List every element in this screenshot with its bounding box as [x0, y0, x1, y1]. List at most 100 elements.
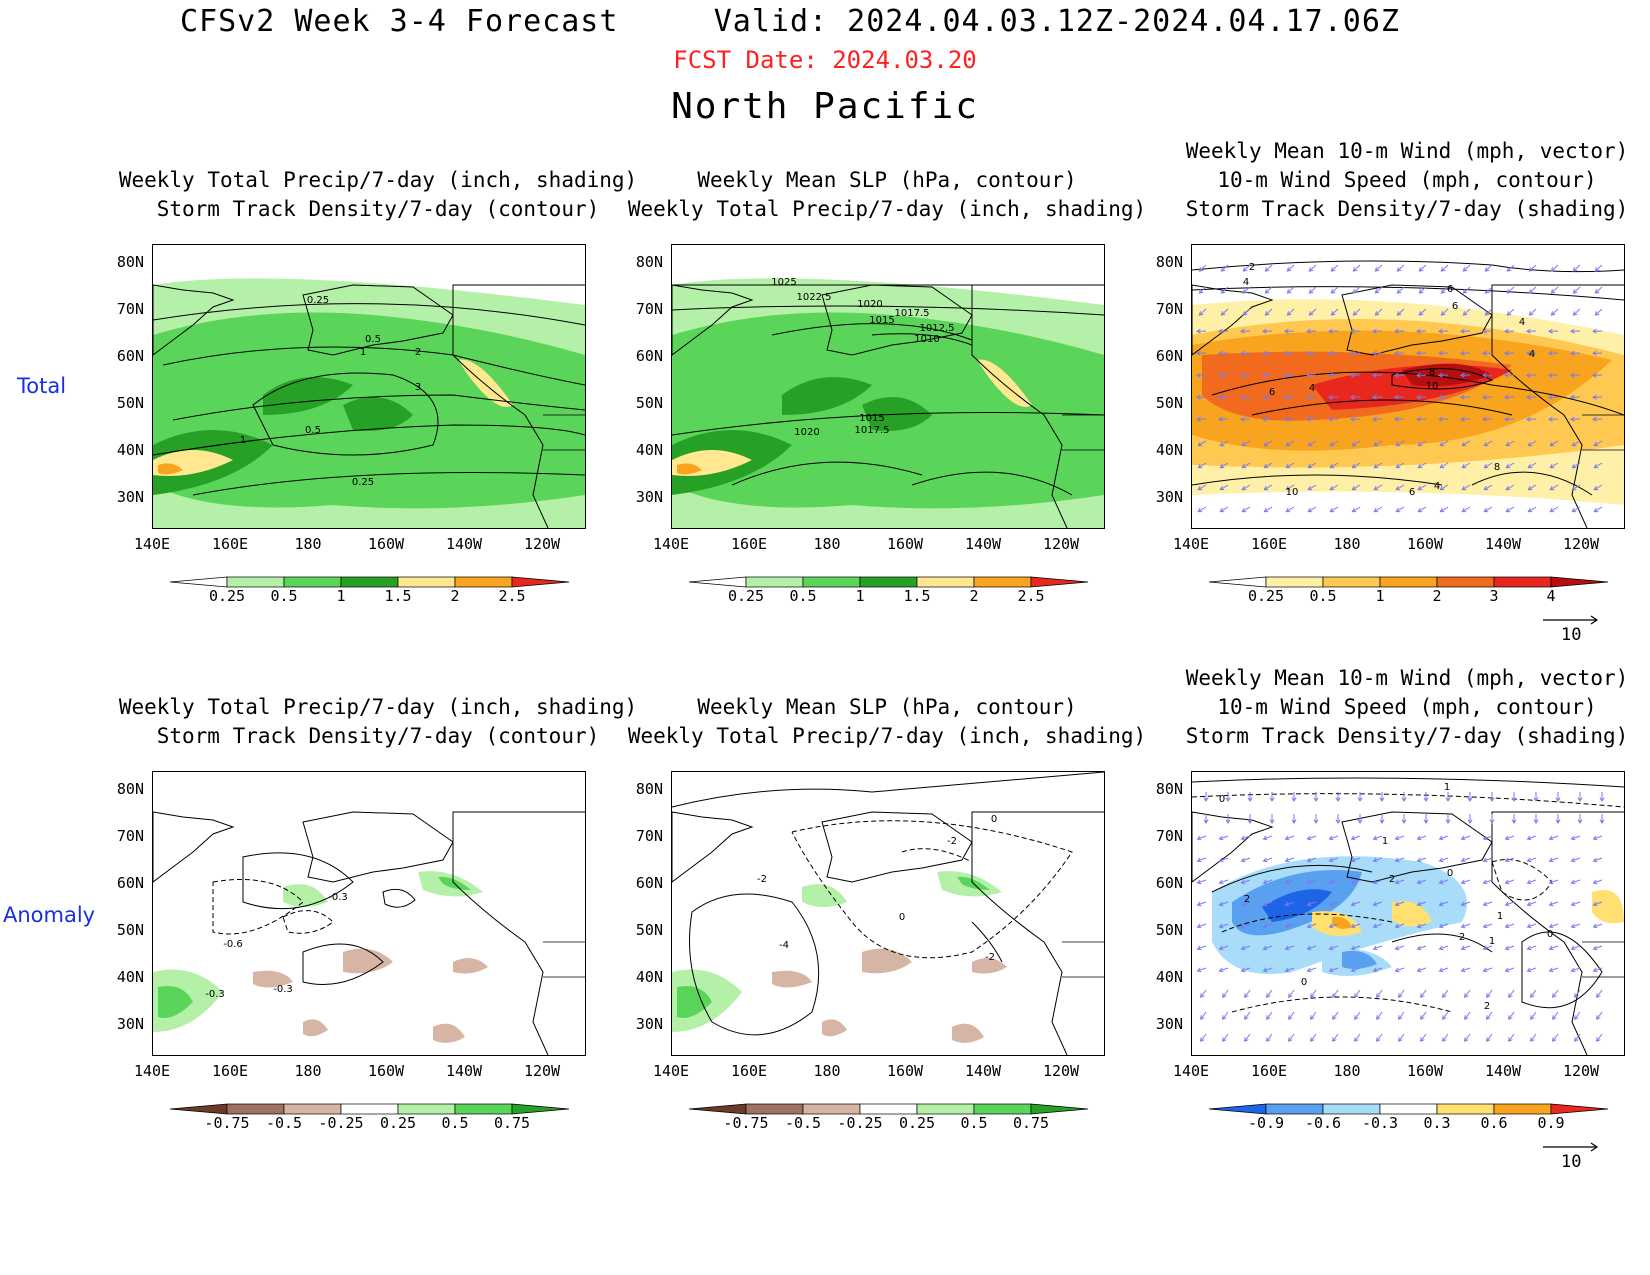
wind-vector-head	[1240, 879, 1246, 885]
colorbar-label: -0.6	[1304, 1114, 1342, 1132]
map-canvas: 10251022.5102010151017.51012.51010102010…	[672, 245, 1104, 528]
wind-vector-head	[1288, 993, 1293, 999]
wind-vector	[1373, 923, 1383, 928]
wind-vector-head	[1264, 289, 1270, 294]
contour-line	[901, 848, 973, 863]
wind-vector	[1571, 879, 1581, 884]
region-title: North Pacific	[671, 86, 979, 127]
colorbar-cell	[973, 576, 1032, 588]
wind-vector-head	[1420, 1037, 1425, 1043]
wind-vector-head	[1330, 289, 1336, 294]
wind-vector-head	[1423, 819, 1429, 824]
wind-vector-head	[1416, 835, 1422, 841]
wind-vector	[1442, 1033, 1449, 1042]
wind-vector-head	[1198, 267, 1204, 272]
colorbar-cell	[1030, 576, 1089, 588]
wind-vector	[1439, 901, 1449, 906]
wind-vector	[1508, 1011, 1515, 1020]
wind-vector-head	[1350, 835, 1356, 841]
wind-vector	[1352, 506, 1361, 513]
wind-vector	[1351, 923, 1361, 928]
wind-vector-head	[1504, 350, 1509, 356]
wind-vector	[1593, 835, 1603, 840]
colorbar-cell	[1493, 576, 1552, 588]
wind-vector	[1549, 879, 1559, 884]
latitude-label: 80N	[1155, 253, 1183, 271]
wind-vector	[1329, 835, 1339, 840]
wind-vector-head	[1438, 835, 1444, 841]
wind-vector	[1307, 923, 1317, 928]
wind-vector-head	[1203, 797, 1209, 802]
wind-vector-head	[1306, 350, 1311, 356]
wind-vector-head	[1460, 394, 1465, 400]
wind-vector-head	[1550, 289, 1556, 294]
contour-label: 6	[1452, 301, 1458, 312]
wind-vector-head	[1394, 879, 1400, 885]
wind-vector	[1529, 286, 1537, 294]
wind-vector-head	[1442, 993, 1447, 999]
contour-label: -2	[947, 836, 957, 847]
wind-vector-head	[1572, 289, 1578, 294]
wind-vector-head	[1196, 350, 1201, 356]
wind-vector-head	[1504, 372, 1509, 378]
wind-vector-head	[1483, 507, 1489, 513]
wind-vector-head	[1196, 945, 1202, 951]
border-lines	[1582, 941, 1624, 978]
wind-vector-head	[1596, 993, 1601, 999]
longitude-label: 140E	[133, 535, 171, 553]
shaded-field	[253, 970, 293, 988]
colorbar-cell	[916, 1103, 975, 1115]
wind-vector-head	[1395, 507, 1401, 513]
contour-line	[1192, 260, 1624, 273]
wind-vector	[1551, 308, 1559, 316]
wind-vector-head	[1306, 901, 1312, 907]
wind-vector	[1375, 308, 1383, 316]
wind-vector-head	[1350, 394, 1355, 400]
wind-vector-head	[1508, 993, 1513, 999]
colorbar-label: 1	[336, 587, 346, 605]
panel-title-line: Weekly Total Precip/7-day (inch, shading…	[627, 197, 1147, 221]
wind-vector	[1593, 901, 1603, 906]
wind-vector-head	[1438, 416, 1443, 422]
wind-vector	[1594, 506, 1603, 513]
wind-vector	[1442, 1011, 1449, 1020]
wind-vector-head	[1596, 1015, 1601, 1021]
wind-vector-head	[1284, 350, 1289, 356]
colorbar-cell	[1379, 576, 1438, 588]
wind-vector	[1331, 308, 1339, 316]
wind-vector	[1264, 462, 1273, 469]
wind-vector-head	[1372, 879, 1378, 885]
wind-vector	[1571, 835, 1581, 840]
colorbar-cell	[1208, 1103, 1267, 1115]
contour-line	[689, 893, 820, 1036]
wind-vector	[1571, 967, 1581, 972]
colorbar-cell	[1436, 1103, 1495, 1115]
contour-line	[212, 879, 304, 935]
wind-vector-head	[1262, 923, 1268, 929]
wind-vector	[1530, 1011, 1537, 1020]
wind-vector	[1527, 923, 1537, 928]
colorbar-cell	[1265, 1103, 1324, 1115]
wind-vector-head	[1196, 416, 1201, 422]
longitude-label: 140E	[1172, 535, 1210, 553]
wind-vector-head	[1526, 967, 1532, 973]
panel-title-line: Storm Track Density/7-day (shading)	[1185, 724, 1629, 748]
wind-vector-head	[1528, 311, 1534, 316]
wind-vector-head	[1394, 394, 1399, 400]
wind-vector-head	[1398, 993, 1403, 999]
wind-vector	[1462, 440, 1471, 447]
wind-vector	[1307, 835, 1317, 840]
wind-vector	[1417, 901, 1427, 906]
wind-vector-head	[1372, 901, 1378, 907]
longitude-label: 120W	[523, 1062, 561, 1080]
wind-vector-head	[1269, 797, 1275, 802]
coastline-asia	[672, 811, 754, 883]
wind-vector-head	[1196, 967, 1202, 973]
wind-vector	[1241, 857, 1251, 862]
wind-vector-head	[1291, 819, 1297, 824]
wind-vector-head	[1218, 328, 1223, 334]
latitude-label: 50N	[1155, 921, 1183, 939]
colorbar-cell	[511, 1103, 570, 1115]
panel-title-line: Weekly Total Precip/7-day (inch, shading…	[118, 168, 638, 192]
